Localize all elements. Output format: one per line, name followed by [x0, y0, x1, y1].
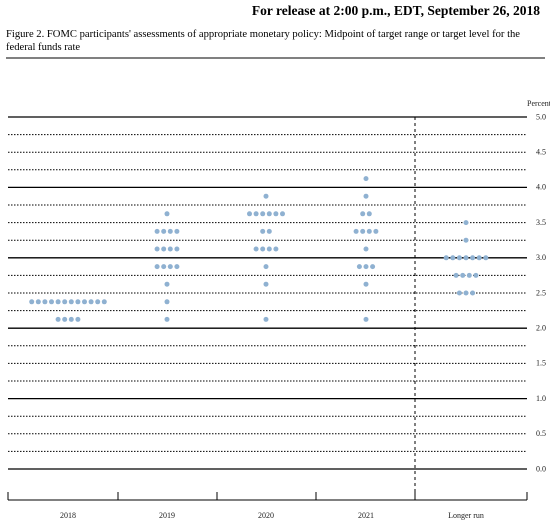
dot [164, 316, 170, 322]
dot [273, 246, 279, 252]
dot [154, 246, 160, 252]
dot [167, 264, 173, 270]
y-tick-label: 3.5 [536, 218, 546, 227]
dot [463, 255, 469, 261]
dot [68, 316, 74, 322]
y-tick-label: 5.0 [536, 112, 546, 121]
dot [456, 255, 462, 261]
y-tick-label: 2.5 [536, 288, 546, 297]
dot [363, 316, 369, 322]
dot [363, 264, 369, 270]
dot [266, 246, 272, 252]
dot [266, 211, 272, 217]
dot [161, 246, 167, 252]
y-tick-label: 4.0 [536, 183, 546, 192]
dot [101, 299, 107, 305]
y-axis-label: Percent [527, 99, 550, 108]
dot [260, 246, 266, 252]
dot [75, 299, 81, 305]
y-tick-label: 0.5 [536, 429, 546, 438]
dot [263, 193, 269, 199]
dot [360, 211, 366, 217]
dot [473, 272, 479, 278]
dot [68, 299, 74, 305]
dot [356, 264, 362, 270]
dot [363, 281, 369, 287]
dot [42, 299, 48, 305]
dot [353, 228, 359, 234]
dot [463, 290, 469, 296]
dot [253, 246, 259, 252]
dot [273, 211, 279, 217]
x-tick-label: Longer run [448, 511, 484, 520]
y-tick-label: 1.0 [536, 394, 546, 403]
dot [174, 228, 180, 234]
dot [463, 220, 469, 226]
dot [164, 299, 170, 305]
dot [154, 228, 160, 234]
dot [167, 246, 173, 252]
dot [164, 281, 170, 287]
dot [370, 264, 376, 270]
dot [29, 299, 35, 305]
dot [443, 255, 449, 261]
dot [161, 264, 167, 270]
dot [35, 299, 41, 305]
dot [263, 316, 269, 322]
x-tick-label: 2018 [60, 511, 76, 520]
dot [483, 255, 489, 261]
dot [247, 211, 252, 217]
dot [55, 299, 61, 305]
dot [460, 272, 466, 278]
chart-title: Figure 2. FOMC participants' assessments… [6, 29, 521, 53]
dot [88, 299, 94, 305]
dot [450, 255, 456, 261]
release-note: For release at 2:00 p.m., EDT, September… [251, 3, 540, 18]
dot [164, 211, 170, 217]
dot [470, 255, 476, 261]
x-tick-label: 2019 [159, 511, 175, 520]
dot [363, 246, 369, 252]
dot [360, 228, 366, 234]
dot [366, 228, 372, 234]
y-tick-label: 4.5 [536, 148, 546, 157]
dot [463, 237, 469, 243]
dot [280, 211, 285, 217]
dot [266, 228, 272, 234]
dot [62, 299, 68, 305]
y-tick-label: 1.5 [536, 359, 546, 368]
dot [263, 264, 269, 270]
dot [154, 264, 160, 270]
dot [366, 211, 372, 217]
dot [161, 228, 167, 234]
dot [456, 290, 462, 296]
y-tick-label: 3.0 [536, 253, 546, 262]
x-tick-label: 2020 [258, 511, 274, 520]
dot [363, 176, 369, 182]
dot [49, 299, 54, 305]
dot [470, 290, 476, 296]
dot [260, 228, 266, 234]
dot [95, 299, 101, 305]
dot [466, 272, 472, 278]
dot [174, 246, 180, 252]
dot [476, 255, 482, 261]
dot [453, 272, 459, 278]
dot [263, 281, 269, 287]
dot [260, 211, 266, 217]
dot [373, 228, 379, 234]
dot [167, 228, 173, 234]
y-tick-label: 2.0 [536, 324, 546, 333]
dot [82, 299, 87, 305]
x-tick-label: 2021 [358, 511, 374, 520]
dot [62, 316, 68, 322]
dot [363, 193, 369, 199]
y-tick-label: 0.0 [536, 464, 546, 473]
dot [174, 264, 180, 270]
dot [253, 211, 259, 217]
dot [75, 316, 81, 322]
dot [55, 316, 61, 322]
